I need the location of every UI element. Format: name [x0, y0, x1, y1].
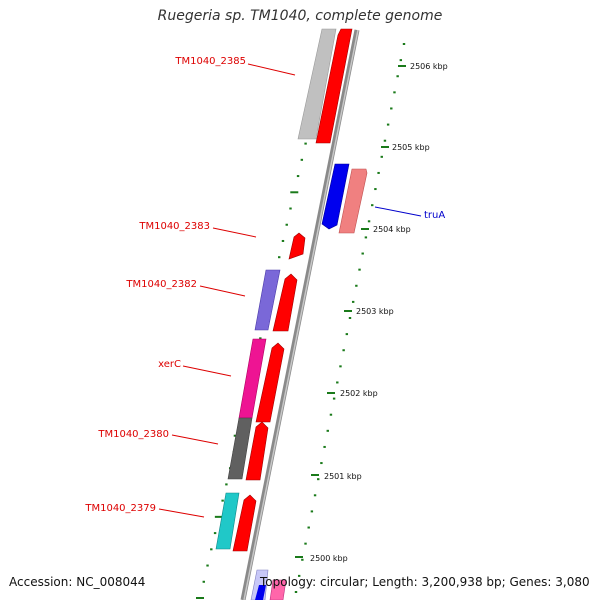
feature-block-bottom-3[interactable] — [269, 579, 287, 600]
cds-forward-2380[interactable] — [245, 421, 269, 481]
feature-block-TM1040_2380[interactable] — [227, 417, 253, 480]
gene-label[interactable]: TM1040_2382 — [125, 279, 197, 290]
genome-title: Ruegeria sp. TM1040, complete genome — [157, 8, 443, 24]
kbp-label: 2500 kbp — [310, 554, 348, 563]
gene-labels: TM1040_2385 TM1040_2383 TM1040_2382 xerC… — [84, 56, 445, 514]
cds-forward-2383[interactable] — [288, 232, 306, 260]
feature-track — [215, 28, 368, 600]
kbp-label: 2505 kbp — [392, 143, 430, 152]
feature-block-TM1040_2385[interactable] — [297, 28, 337, 140]
kbp-scale: 2506 kbp 2505 kbp 2504 kbp 2503 kbp 2502… — [295, 62, 448, 563]
kbp-label: 2501 kbp — [324, 472, 362, 481]
cds-forward-2385[interactable] — [315, 28, 353, 144]
gene-label[interactable]: TM1040_2379 — [84, 503, 156, 514]
gene-label[interactable]: TM1040_2380 — [97, 429, 169, 440]
cds-forward-2382[interactable] — [272, 273, 298, 332]
accession-text: Accession: NC_008044 — [9, 575, 146, 589]
feature-block-bottom-2[interactable] — [255, 585, 266, 600]
kbp-label: 2504 kbp — [373, 225, 411, 234]
leader-lines — [158, 63, 422, 518]
feature-block-TM1040_2382[interactable] — [254, 269, 281, 331]
gene-label[interactable]: xerC — [158, 359, 181, 370]
cds-forward-xerC[interactable] — [255, 342, 285, 423]
forward-cds-track — [232, 28, 353, 552]
gene-label[interactable]: truA — [424, 210, 445, 221]
kbp-label: 2503 kbp — [356, 307, 394, 316]
feature-block-truA[interactable] — [321, 163, 350, 230]
gene-label[interactable]: TM1040_2383 — [138, 221, 210, 232]
genome-backbone — [240, 29, 360, 600]
kbp-label: 2506 kbp — [410, 62, 448, 71]
feature-block-TM1040_2379[interactable] — [215, 492, 240, 550]
genome-summary-text: Topology: circular; Length: 3,200,938 bp… — [260, 575, 590, 589]
feature-block-truA-pair[interactable] — [338, 168, 368, 234]
cds-forward-2379[interactable] — [232, 494, 257, 552]
kbp-label: 2502 kbp — [340, 389, 378, 398]
gene-label[interactable]: TM1040_2385 — [174, 56, 246, 67]
